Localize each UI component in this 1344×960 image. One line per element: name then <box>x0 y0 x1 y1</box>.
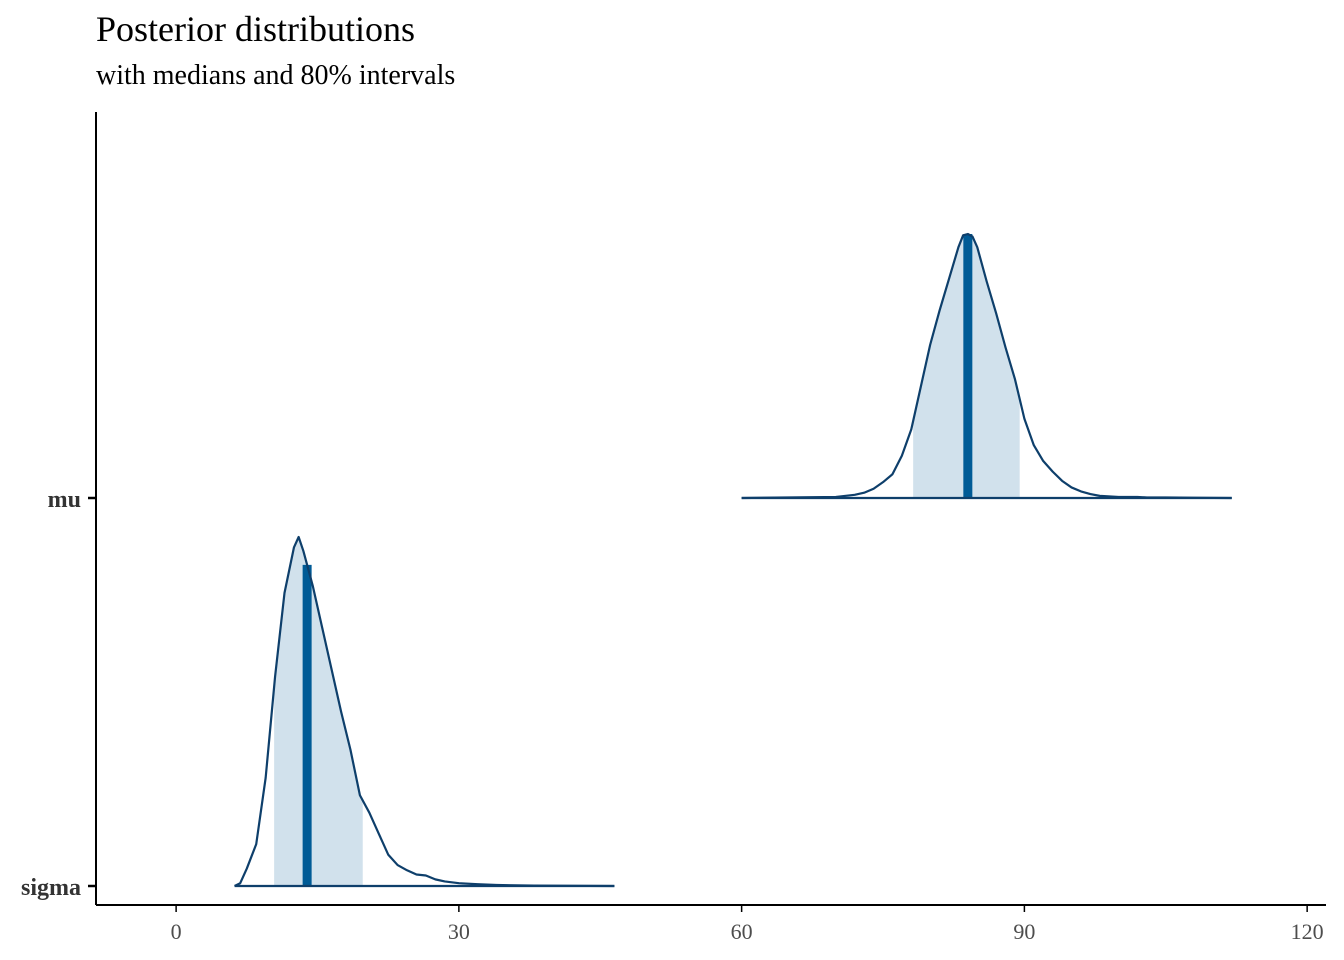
x-tick-label-0: 0 <box>171 919 182 944</box>
density-layer <box>234 232 1232 888</box>
chart-subtitle: with medians and 80% intervals <box>96 60 456 91</box>
x-tick-label-120: 120 <box>1291 919 1324 944</box>
mu-y-label: mu <box>48 487 81 513</box>
sigma-y-label: sigma <box>21 875 81 901</box>
sigma-density-curve <box>234 535 615 888</box>
mu-density-curve <box>741 232 1232 500</box>
x-tick-label-60: 60 <box>731 919 753 944</box>
sigma-interval-80 <box>274 537 363 886</box>
x-tick-label-30: 30 <box>448 919 470 944</box>
chart-title: Posterior distributions <box>96 9 416 49</box>
axes: mu sigma 0 30 60 90 120 <box>21 112 1326 944</box>
x-tick-label-90: 90 <box>1013 919 1035 944</box>
